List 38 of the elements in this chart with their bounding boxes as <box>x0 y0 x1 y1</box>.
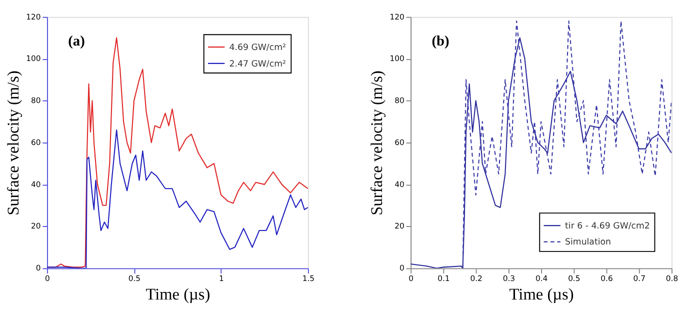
y-tick-label: 120 <box>390 12 404 22</box>
x-tick-label: 1 <box>219 274 224 284</box>
legend-label: 4.69 GW/cm² <box>229 42 286 53</box>
x-axis-title: Time (µs) <box>509 284 574 304</box>
y-axis-title: Surface velocity (m/s) <box>3 70 22 216</box>
y-tick-label: 40 <box>31 180 41 189</box>
x-tick-label: 0.5 <box>128 274 141 284</box>
x-tick-label: 0.3 <box>502 274 516 284</box>
x-tick-label: 0 <box>45 274 50 284</box>
legend-label: 2.47 GW/cm² <box>229 59 286 70</box>
y-tick-label: 100 <box>390 54 404 64</box>
x-tick-label: 0.7 <box>633 274 646 284</box>
y-tick-label: 0 <box>399 264 404 273</box>
x-tick-label: 0.5 <box>568 274 580 284</box>
annotation: (a) <box>68 34 86 50</box>
legend-label: tir 6 - 4.69 GW/cm2 <box>565 221 650 232</box>
x-axis-title: Time (µs) <box>146 284 210 304</box>
y-axis-title: Surface velocity (m/s) <box>367 70 386 216</box>
y-tick-label: 80 <box>31 96 41 106</box>
x-tick-label: 0.2 <box>470 274 483 284</box>
x-tick-label: 0.1 <box>438 274 450 284</box>
x-tick-label: 1.5 <box>302 274 315 284</box>
y-tick-label: 100 <box>26 54 41 64</box>
y-tick-label: 120 <box>26 12 41 22</box>
line-series <box>462 20 672 268</box>
y-tick-label: 20 <box>31 222 41 231</box>
x-tick-label: 0.8 <box>666 274 678 284</box>
x-tick-label: 0.6 <box>600 274 613 284</box>
y-tick-label: 60 <box>31 138 41 147</box>
y-tick-label: 0 <box>36 264 41 273</box>
x-tick-label: 0.4 <box>535 274 548 284</box>
annotation: (b) <box>432 34 450 50</box>
y-tick-label: 80 <box>394 96 404 106</box>
y-tick-label: 20 <box>394 222 404 231</box>
legend-label: Simulation <box>565 238 611 248</box>
y-tick-label: 60 <box>394 138 404 147</box>
y-tick-label: 40 <box>394 180 404 189</box>
x-tick-label: 0 <box>408 274 414 284</box>
